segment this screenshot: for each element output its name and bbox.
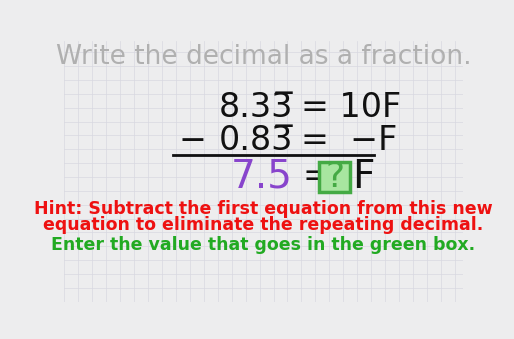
Text: Enter the value that goes in the green box.: Enter the value that goes in the green b…: [51, 236, 475, 254]
Text: = 10F: = 10F: [301, 91, 401, 124]
Text: Hint: Subtract the first equation from this new: Hint: Subtract the first equation from t…: [34, 200, 493, 218]
Text: equation to eliminate the repeating decimal.: equation to eliminate the repeating deci…: [43, 216, 484, 234]
Text: 0.83̅: 0.83̅: [218, 123, 293, 157]
Text: −: −: [179, 123, 207, 157]
Text: ?: ?: [325, 160, 344, 194]
Text: Write the decimal as a fraction.: Write the decimal as a fraction.: [56, 44, 471, 70]
FancyBboxPatch shape: [319, 162, 350, 192]
Text: 8.33̅: 8.33̅: [218, 91, 293, 124]
Text: F: F: [353, 158, 375, 196]
Text: 7.5: 7.5: [231, 158, 293, 196]
Text: =  −F: = −F: [301, 123, 397, 157]
Text: =: =: [302, 160, 330, 194]
